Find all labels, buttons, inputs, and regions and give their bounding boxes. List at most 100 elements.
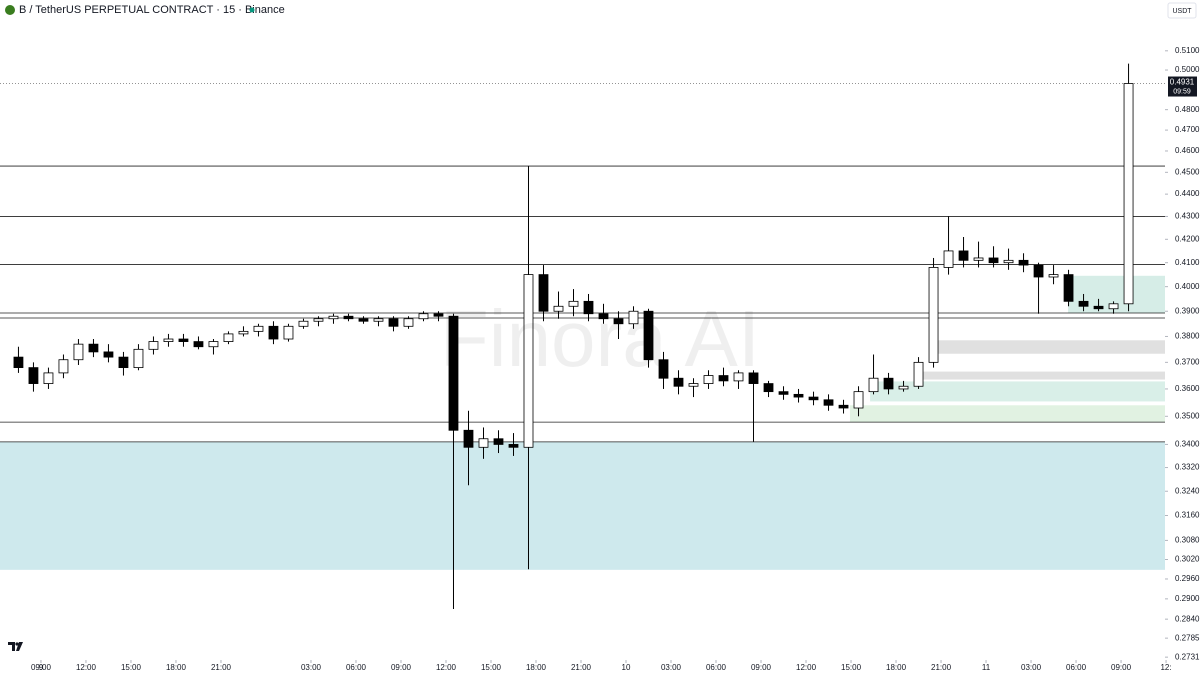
candle-body bbox=[763, 383, 774, 393]
candle-body bbox=[298, 320, 309, 327]
candle-body bbox=[538, 274, 549, 312]
candle-body bbox=[733, 372, 744, 382]
candle-body bbox=[883, 377, 894, 390]
x-tick-label: 03:00 bbox=[301, 663, 322, 672]
y-tick-label: 0.2840 bbox=[1175, 614, 1200, 623]
y-tick-label: 0.4600 bbox=[1175, 146, 1200, 155]
candle-body bbox=[643, 310, 654, 361]
x-tick-label: 18:00 bbox=[526, 663, 547, 672]
candle-body bbox=[1123, 83, 1134, 305]
candle-body bbox=[343, 315, 354, 320]
x-tick-label: 21:00 bbox=[211, 663, 232, 672]
candle-body bbox=[1048, 274, 1059, 278]
candle-body bbox=[403, 318, 414, 327]
candle-body bbox=[208, 341, 219, 348]
y-tick-label: 0.3900 bbox=[1175, 306, 1200, 315]
x-tick-label: 11 bbox=[982, 663, 991, 672]
candle-body bbox=[523, 274, 534, 448]
x-tick-label: 03:00 bbox=[1021, 663, 1042, 672]
currency-box[interactable] bbox=[1167, 2, 1197, 19]
x-tick-label: 12: bbox=[1160, 663, 1171, 672]
y-tick-label: 0.3600 bbox=[1175, 384, 1200, 393]
candle-body bbox=[1063, 274, 1074, 302]
y-tick-label: 0.4100 bbox=[1175, 258, 1200, 267]
candle-body bbox=[598, 313, 609, 320]
x-tick-label: 15:00 bbox=[841, 663, 862, 672]
x-tick-label: 06:00 bbox=[346, 663, 367, 672]
candle-body bbox=[838, 404, 849, 409]
candle-body bbox=[58, 359, 69, 374]
candle-body bbox=[13, 356, 24, 369]
candle-body bbox=[193, 341, 204, 348]
x-tick-label: 09:00 bbox=[31, 663, 52, 672]
candle-body bbox=[148, 341, 159, 350]
y-tick-label: 0.3700 bbox=[1175, 357, 1200, 366]
candle-body bbox=[1033, 264, 1044, 278]
candle-body bbox=[163, 338, 174, 342]
x-tick-label: 21:00 bbox=[931, 663, 952, 672]
y-tick-label: 0.3500 bbox=[1175, 411, 1200, 420]
candle-body bbox=[253, 325, 264, 332]
watermark: Finora AI bbox=[440, 294, 760, 383]
x-tick-label: 15:00 bbox=[121, 663, 142, 672]
candle-body bbox=[1018, 259, 1029, 266]
x-tick-label: 10 bbox=[622, 663, 631, 672]
candle-body bbox=[388, 318, 399, 327]
candle-body bbox=[958, 250, 969, 261]
candle-body bbox=[463, 429, 474, 448]
candle-body bbox=[613, 318, 624, 325]
y-tick-label: 0.2731 bbox=[1175, 652, 1200, 661]
y-tick-label: 0.2900 bbox=[1175, 594, 1200, 603]
candle-body bbox=[673, 377, 684, 387]
x-tick-label: 9 bbox=[39, 663, 44, 672]
candle-body bbox=[238, 330, 249, 335]
x-tick-label: 18:00 bbox=[886, 663, 907, 672]
y-tick-label: 0.5100 bbox=[1175, 46, 1200, 55]
candle-body bbox=[268, 325, 279, 340]
y-tick-label: 0.3800 bbox=[1175, 332, 1200, 341]
candle-body bbox=[1093, 305, 1104, 310]
plot-area bbox=[0, 63, 1165, 609]
tv-logo bbox=[8, 642, 23, 651]
candle-body bbox=[568, 300, 579, 307]
currency: USDT bbox=[1172, 8, 1192, 15]
candle-body bbox=[418, 313, 429, 320]
y-tick-label: 0.3080 bbox=[1175, 536, 1200, 545]
candle-body bbox=[793, 393, 804, 398]
x-tick-label: 09:00 bbox=[391, 663, 412, 672]
candle-body bbox=[358, 318, 369, 322]
y-tick-label: 0.3400 bbox=[1175, 440, 1200, 449]
y-tick-label: 0.2960 bbox=[1175, 574, 1200, 583]
y-tick-label: 0.4000 bbox=[1175, 282, 1200, 291]
candle-body bbox=[448, 315, 459, 431]
candle-body bbox=[118, 356, 129, 369]
candle-body bbox=[73, 343, 84, 361]
x-tick-label: 21:00 bbox=[571, 663, 592, 672]
candle-body bbox=[178, 338, 189, 342]
candle-body bbox=[1003, 259, 1014, 264]
candle-body bbox=[808, 396, 819, 401]
candle-body bbox=[328, 315, 339, 320]
x-tick-label: 12:00 bbox=[76, 663, 97, 672]
x-tick-label: 12:00 bbox=[796, 663, 817, 672]
candle-body bbox=[988, 257, 999, 264]
y-tick-label: 0.4300 bbox=[1175, 212, 1200, 221]
x-tick-label: 09:00 bbox=[751, 663, 772, 672]
candle-body bbox=[703, 375, 714, 384]
candle-body bbox=[493, 438, 504, 445]
candle-body bbox=[88, 343, 99, 353]
candle-body bbox=[283, 325, 294, 340]
y-tick-label: 0.4400 bbox=[1175, 189, 1200, 198]
candle-body bbox=[43, 372, 54, 384]
y-tick-label: 0.4200 bbox=[1175, 234, 1200, 243]
candle-body bbox=[748, 372, 759, 384]
y-tick-label: 0.4500 bbox=[1175, 167, 1200, 176]
countdown: 09:59 bbox=[1173, 88, 1191, 95]
x-tick-label: 06:00 bbox=[706, 663, 727, 672]
candle-body bbox=[853, 391, 864, 409]
candle-body bbox=[508, 444, 519, 448]
symbol-icon bbox=[5, 5, 15, 15]
candle-body bbox=[718, 375, 729, 382]
candle-body bbox=[868, 377, 879, 393]
candle-body bbox=[133, 348, 144, 369]
